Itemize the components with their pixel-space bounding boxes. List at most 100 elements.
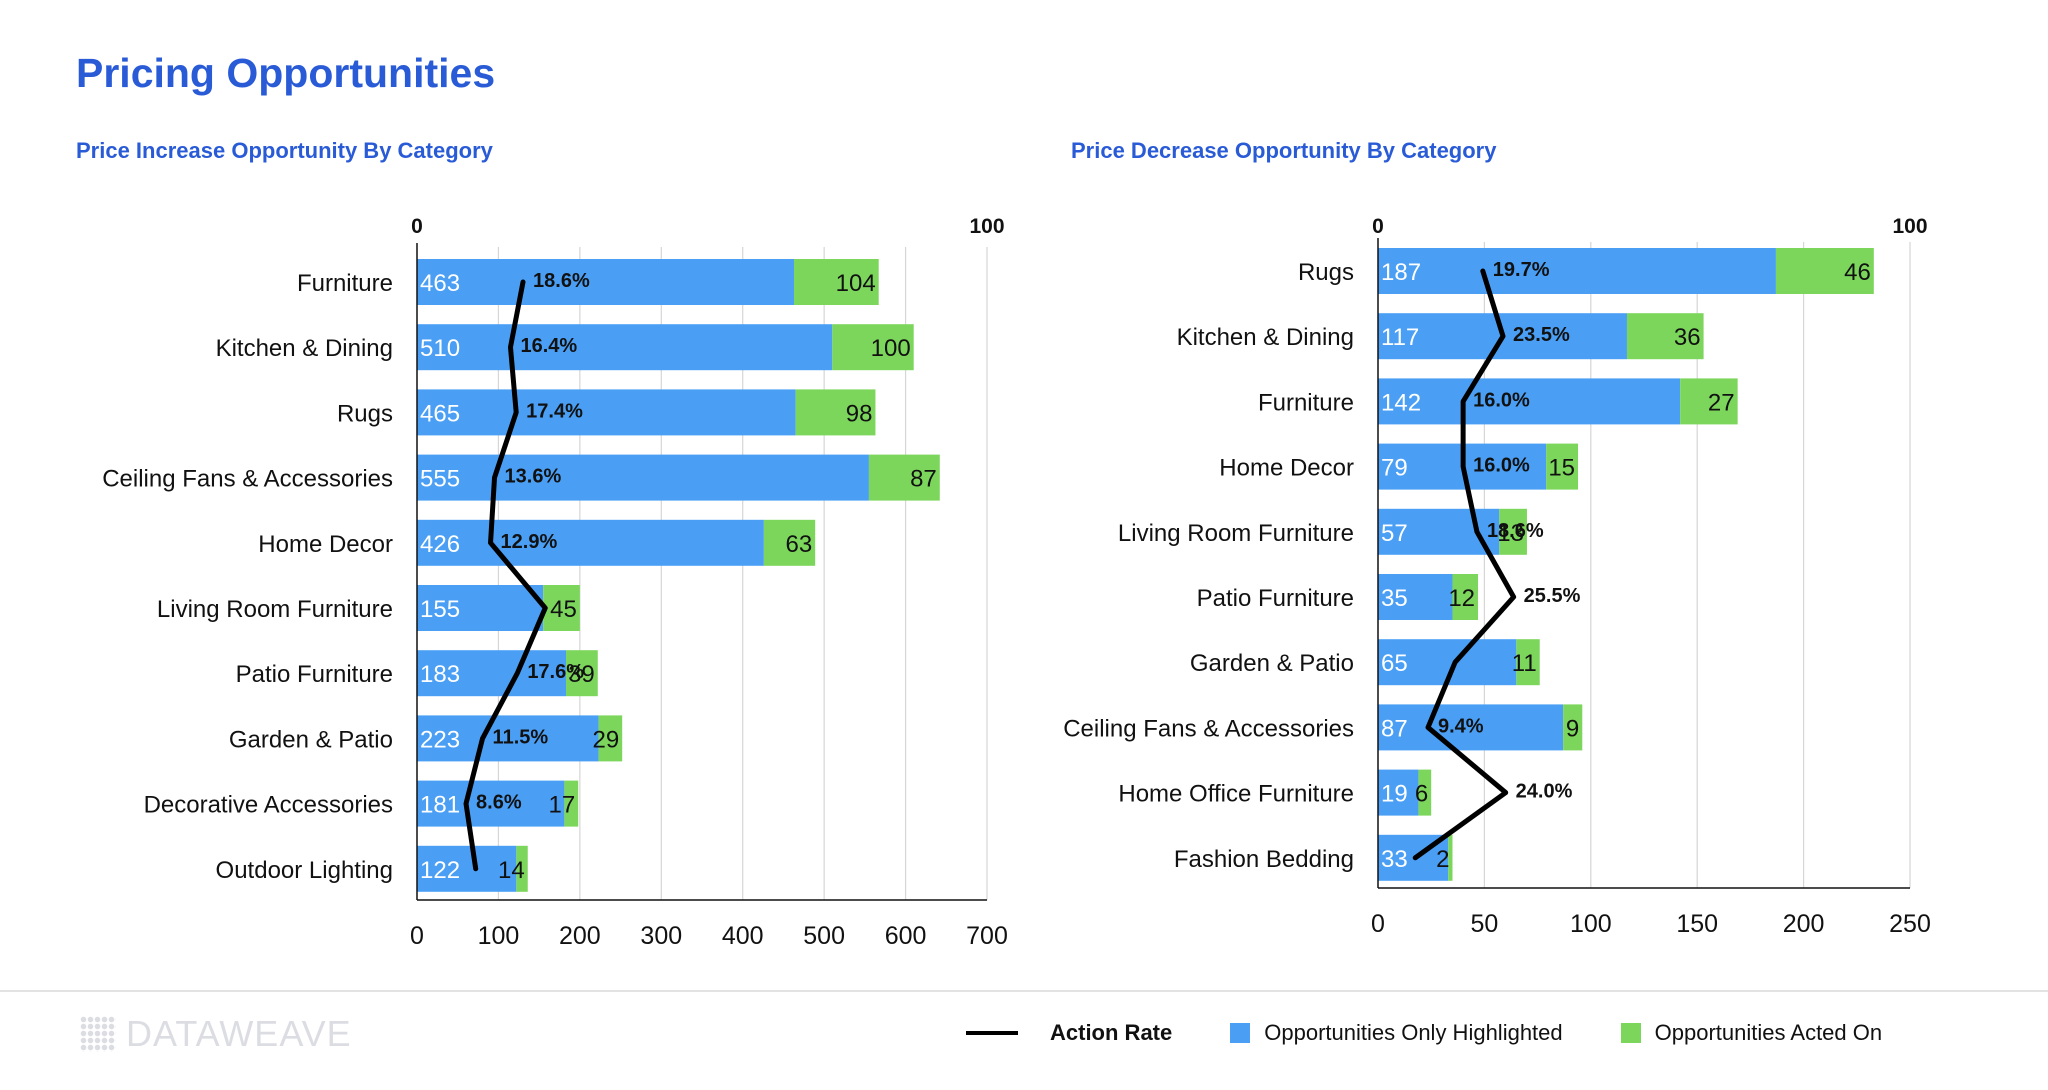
bar-value-highlighted: 122 [420,857,460,884]
bar-highlighted [417,324,833,371]
bar-value-acted: 15 [1548,455,1575,482]
action-rate-axis-tick: 100 [969,215,1004,238]
action-rate-label: 18.6% [1487,520,1544,542]
dataweave-logo: DATAWEAVE [80,1013,352,1055]
bar-value-acted: 46 [1844,259,1871,286]
action-rate-label: 16.4% [520,335,577,357]
bar-acted [1626,313,1704,360]
bar-value-highlighted: 65 [1381,650,1408,677]
category-label: Decorative Accessories [144,792,393,819]
category-label: Garden & Patio [229,726,393,753]
bar-value-highlighted: 87 [1381,715,1408,742]
page-title: Pricing Opportunities [76,50,496,96]
x-tick-label: 0 [410,922,424,950]
action-rate-axis-tick: 100 [1892,215,1927,238]
bar-value-highlighted: 181 [420,792,460,819]
action-rate-label: 19.7% [1493,259,1550,281]
x-tick-label: 400 [722,922,764,950]
chart-price-decrease: Rugs 187 46 Kitchen & Dining 117 36 Furniture 1… [1063,215,1931,938]
action-rate-label: 24.0% [1516,781,1573,803]
category-label: Furniture [297,270,393,297]
bar-acted [564,780,579,827]
bar-value-acted: 14 [498,857,525,884]
bar-value-highlighted: 555 [420,466,460,493]
bar-value-highlighted: 426 [420,531,460,558]
category-label: Rugs [1298,259,1354,286]
category-label: Kitchen & Dining [216,335,393,362]
category-label: Home Office Furniture [1118,781,1354,808]
category-label: Patio Furniture [1197,585,1354,612]
x-tick-label: 250 [1889,910,1931,938]
category-label: Furniture [1258,389,1354,416]
bar-value-acted: 27 [1708,389,1735,416]
bar-acted [1775,248,1874,294]
category-label: Ceiling Fans & Accessories [102,466,393,493]
bar-acted [1546,443,1579,490]
bar-highlighted [417,454,869,501]
bar-acted [1448,834,1453,881]
x-tick-label: 50 [1470,910,1498,938]
bar-value-acted: 9 [1566,715,1579,742]
bar-value-acted: 2 [1436,846,1449,873]
bar-value-acted: 11 [1512,650,1537,677]
bar-acted [598,715,623,762]
action-rate-axis-tick: 0 [411,215,423,238]
legend-label-highlighted: Opportunities Only Highlighted [1264,1020,1563,1045]
action-rate-line [463,279,548,872]
bar-acted [1499,508,1527,555]
category-label: Outdoor Lighting [216,857,393,884]
action-rate-label: 16.0% [1473,389,1530,411]
bar-value-highlighted: 183 [420,661,460,688]
bar-value-acted: 39 [568,661,595,688]
bar-acted [1452,574,1479,620]
bar-value-acted: 6 [1415,781,1428,808]
action-rate-label: 16.0% [1473,455,1530,477]
bar-value-acted: 104 [836,270,876,297]
action-rate-label: 13.6% [505,466,562,488]
action-rate-label: 18.6% [533,270,590,292]
action-rate-label: 11.5% [493,726,549,748]
legend-swatch-acted [1620,1023,1641,1043]
x-tick-label: 100 [1570,910,1612,938]
footer-divider [0,990,2048,992]
x-tick-label: 200 [559,922,601,950]
category-label: Living Room Furniture [1118,520,1354,547]
bar-value-highlighted: 79 [1381,455,1408,482]
action-rate-axis-tick: 0 [1372,215,1384,238]
legend-label-action-rate: Action Rate [1050,1020,1173,1045]
bar-value-highlighted: 19 [1381,781,1408,808]
category-label: Ceiling Fans & Accessories [1063,715,1354,742]
bar-highlighted [417,780,565,827]
chart-legend: Action Rate Opportunities Only Highlight… [966,1020,1940,1046]
action-rate-label: 17.6% [527,661,584,683]
logo-text: DATAWEAVE [126,1013,352,1054]
action-rate-label: 8.6% [476,792,522,814]
bar-value-highlighted: 510 [420,335,460,362]
bar-value-highlighted: 33 [1381,846,1408,873]
bar-highlighted [1378,769,1419,816]
x-tick-label: 150 [1676,910,1718,938]
x-tick-label: 200 [1783,910,1825,938]
category-label: Fashion Bedding [1174,846,1354,873]
bar-value-acted: 29 [592,726,619,753]
action-rate-label: 23.5% [1513,324,1570,346]
action-rate-label: 12.9% [501,531,558,553]
bar-highlighted [1378,704,1564,751]
bar-value-acted: 45 [550,596,577,623]
action-rate-line [1412,268,1517,861]
legend-item-acted: Opportunities Acted On [1620,1020,1882,1046]
x-tick-label: 600 [885,922,927,950]
bar-acted [566,650,598,697]
bar-acted [1680,378,1738,425]
bar-value-highlighted: 142 [1381,389,1421,416]
x-tick-label: 300 [640,922,682,950]
logo-dots-icon [80,1016,116,1052]
x-tick-label: 0 [1371,910,1385,938]
bar-highlighted [1378,378,1681,425]
bar-acted [543,585,580,631]
legend-line-icon [966,1031,1018,1035]
bar-highlighted [417,650,567,697]
bar-value-acted: 13 [1497,520,1524,547]
bar-value-acted: 100 [871,335,911,362]
bar-value-acted: 63 [785,531,812,558]
